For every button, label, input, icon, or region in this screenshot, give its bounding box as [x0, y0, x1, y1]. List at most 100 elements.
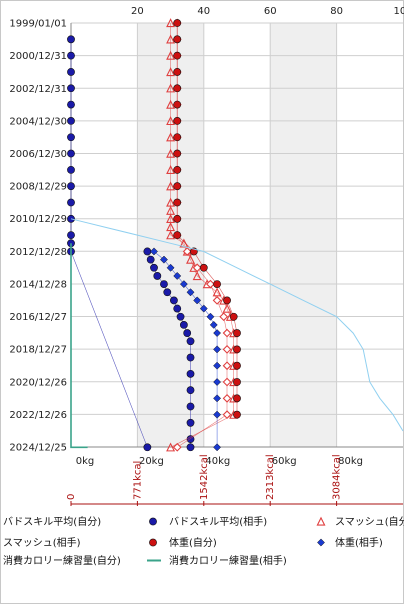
series-path-2 [170, 23, 234, 448]
series-0-point [67, 133, 75, 142]
series-5-point [160, 255, 168, 264]
series-4-point [233, 345, 241, 354]
series-5-point [150, 247, 158, 256]
legend-label: 消費カロリー練習量(相手) [169, 554, 287, 567]
legend-label: 体重(相手) [335, 536, 383, 549]
series-5-point [179, 280, 188, 289]
kg-tick-label: 20kg [139, 456, 164, 467]
series-5-point [213, 378, 222, 386]
y-tick-label: 2012/12/28 [9, 247, 67, 258]
series-2-point [166, 18, 176, 28]
shaded-band-1 [270, 23, 337, 447]
series-4-point [233, 378, 241, 386]
legend-label: 消費カロリー練習量(自分) [3, 554, 121, 567]
series-4-point [173, 165, 182, 174]
series-5-point [213, 345, 222, 354]
series-0-point [67, 182, 75, 191]
series-5-point [173, 271, 182, 280]
legend-marker [316, 516, 326, 526]
series-2-point [166, 83, 176, 93]
series-1-point [186, 386, 195, 395]
series-1-point [170, 296, 178, 305]
series-5-point [186, 288, 195, 297]
legend-marker [149, 517, 157, 526]
series-4-point [229, 312, 238, 321]
series-4-point [173, 149, 182, 158]
series-5-point [199, 304, 208, 313]
series-3-point [192, 263, 202, 273]
series-line-7 [70, 243, 88, 449]
series-1-point [163, 288, 172, 297]
kcal-tick-label: 3084kcal [332, 454, 343, 500]
series-3-point [172, 442, 182, 452]
series-1-point [173, 304, 182, 313]
series-3-point [222, 328, 232, 338]
series-5-point [209, 320, 218, 329]
series-2-point [166, 99, 176, 109]
y-tick-label: 2000/12/31 [9, 51, 67, 62]
series-1-point [176, 312, 185, 321]
series-1-point [150, 263, 158, 272]
legend-label: バドスキル平均(相手) [169, 515, 267, 528]
kg-tick-label: 80kg [338, 456, 363, 467]
series-2-point [166, 34, 176, 44]
series-2-point [166, 181, 176, 191]
series-1-point [153, 272, 162, 280]
series-1-point [186, 353, 195, 362]
series-5-point [193, 296, 202, 305]
series-1-point [186, 443, 195, 452]
series-2-point [166, 116, 176, 126]
series-2-point [212, 287, 222, 297]
series-0-point [67, 35, 75, 44]
legend-label: スマッシュ(相手) [3, 536, 81, 549]
top-tick-label: 80 [330, 6, 343, 17]
series-2-point [166, 442, 176, 452]
series-0-point [67, 149, 75, 158]
series-0-point [67, 100, 75, 109]
series-5-point [213, 329, 222, 338]
legend-label: バドスキル平均(自分) [3, 515, 101, 528]
y-tick-label: 2010/12/29 [9, 214, 67, 225]
top-tick-label: 60 [264, 6, 277, 17]
series-0-point [67, 51, 75, 60]
series-2-point [166, 230, 176, 240]
series-4-point [173, 100, 182, 109]
series-5-point [166, 263, 175, 272]
series-2-point [166, 67, 176, 77]
y-tick-label: 2004/12/30 [9, 116, 67, 127]
series-1-point [186, 418, 195, 427]
series-0-point [67, 198, 75, 207]
y-tick-label: 2008/12/29 [9, 182, 67, 193]
series-4-point [173, 198, 182, 207]
series-3-point [222, 361, 232, 371]
series-4-point [173, 68, 182, 76]
series-1-point [186, 369, 195, 378]
top-tick-label: 40 [197, 6, 210, 17]
series-4-point [173, 117, 182, 125]
y-tick-label: 2016/12/27 [9, 312, 67, 323]
series-3-point [222, 377, 232, 387]
series-3-point [182, 247, 192, 256]
y-tick-label: 2022/12/26 [9, 410, 67, 421]
kg-tick-label: 0kg [76, 456, 95, 467]
series-4-point [233, 394, 241, 403]
y-tick-label: 2006/12/30 [9, 149, 67, 160]
y-tick-label: 2002/12/31 [9, 84, 67, 95]
y-tick-label: 2018/12/27 [9, 345, 67, 356]
legend-label: 体重(自分) [169, 536, 217, 549]
series-5-point [213, 410, 222, 419]
series-4-point [173, 182, 182, 191]
series-3-point [206, 279, 215, 289]
kcal-tick-label: 2313kcal [265, 454, 276, 500]
series-4-point [173, 133, 182, 142]
kcal-tick-label: 771kcal [132, 461, 143, 500]
series-0-point [67, 84, 75, 93]
legend-marker [149, 538, 157, 547]
series-1-point [183, 329, 192, 337]
series-4-point [173, 84, 182, 93]
y-tick-label: 2020/12/26 [9, 377, 67, 388]
series-5-point [213, 443, 222, 452]
series-0-point [67, 165, 75, 174]
kg-tick-label: 40kg [205, 456, 230, 467]
